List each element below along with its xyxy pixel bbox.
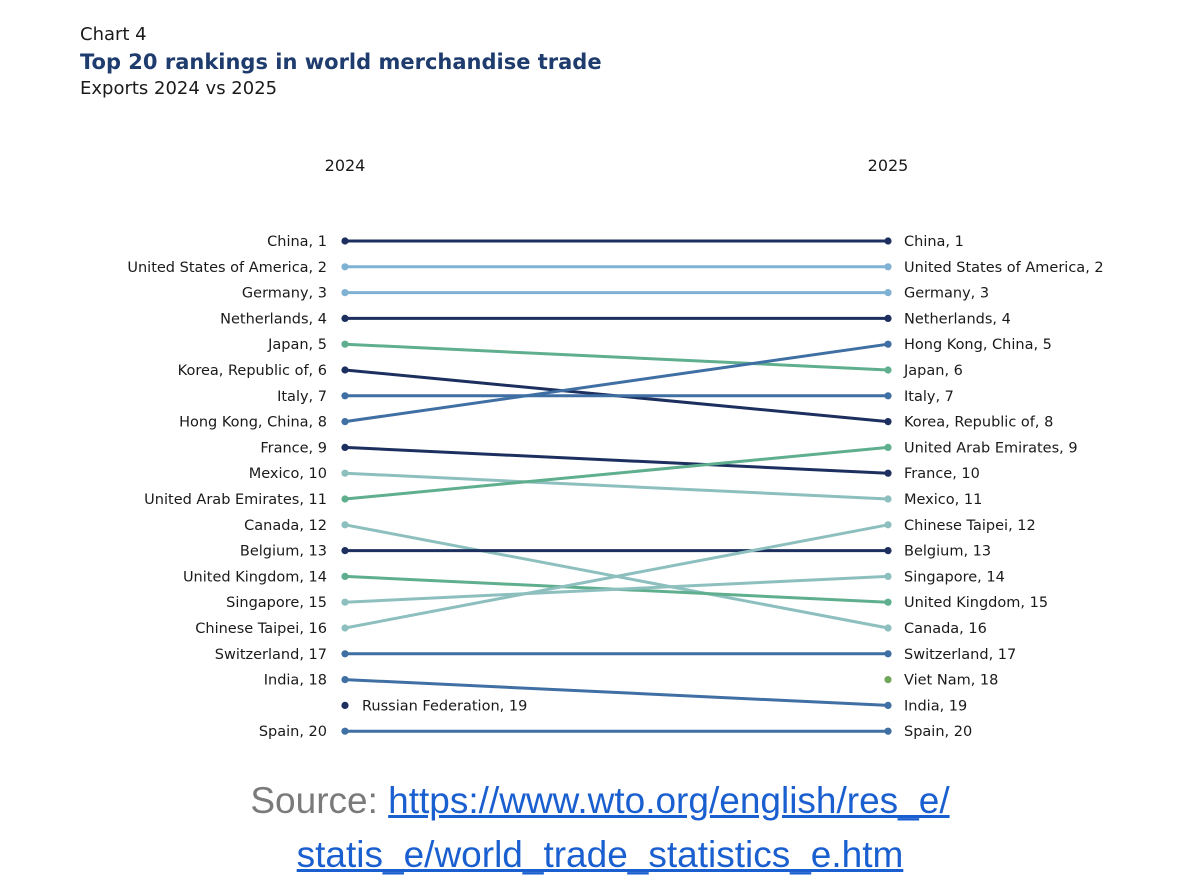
label-2025-spain: Spain, 20 [904, 724, 972, 740]
point-2025-spain [884, 727, 892, 735]
point-2024-italy [341, 392, 349, 400]
series-line-hong-kong-china [344, 342, 889, 424]
point-2024-hong-kong-china [341, 418, 349, 426]
point-2024-russian-federation [341, 701, 349, 710]
column-header-2025: 2025 [868, 156, 909, 175]
label-2024-canada: Canada, 12 [244, 518, 327, 534]
point-2024-united-arab-emirates [341, 495, 349, 503]
label-2025-italy: Italy, 7 [904, 389, 954, 405]
label-2025-france: France, 10 [904, 466, 980, 482]
point-2025-netherlands [884, 314, 892, 322]
point-2025-italy [884, 392, 892, 400]
point-2025-belgium [884, 547, 892, 555]
source-line-1: Source: https://www.wto.org/english/res_… [0, 780, 1200, 822]
chart-number: Chart 4 [80, 24, 147, 45]
point-2025-hong-kong-china [884, 340, 892, 348]
label-2024-japan: Japan, 5 [267, 337, 327, 353]
series-line-chinese-taipei [344, 523, 889, 630]
point-2025-france [884, 469, 892, 477]
label-2024-russian-federation: Russian Federation, 19 [362, 698, 527, 714]
series-line-singapore [344, 574, 889, 604]
label-2025-germany: Germany, 3 [904, 286, 989, 302]
label-2025-china: China, 1 [904, 234, 964, 250]
column-header-2024: 2024 [325, 156, 366, 175]
point-2024-japan [341, 340, 349, 348]
point-2024-chinese-taipei [341, 624, 349, 632]
point-2025-switzerland [884, 650, 892, 658]
label-2025-belgium: Belgium, 13 [904, 544, 991, 560]
chart-subtitle: Exports 2024 vs 2025 [80, 78, 278, 99]
point-2025-united-kingdom [884, 598, 892, 606]
point-2024-spain [341, 727, 349, 735]
label-2025-united-states-of-america: United States of America, 2 [904, 260, 1104, 276]
point-2025-canada [884, 624, 892, 632]
point-2025-india [884, 701, 892, 710]
point-2025-united-states-of-america [884, 263, 892, 271]
point-2024-france [341, 443, 349, 451]
point-2024-switzerland [341, 650, 349, 658]
series-line-united-arab-emirates [344, 445, 889, 501]
point-2025-korea-republic-of [884, 418, 892, 426]
label-2024-switzerland: Switzerland, 17 [215, 647, 327, 663]
label-2025-singapore: Singapore, 14 [904, 569, 1005, 585]
label-2024-china: China, 1 [267, 234, 327, 250]
label-2024-netherlands: Netherlands, 4 [220, 311, 327, 327]
label-2025-canada: Canada, 16 [904, 621, 987, 637]
source-link-part-2[interactable]: statis_e/world_trade_statistics_e.htm [296, 834, 904, 875]
label-2024-united-arab-emirates: United Arab Emirates, 11 [144, 492, 327, 508]
point-2025-singapore [884, 572, 892, 581]
series-line-japan [344, 342, 889, 372]
series-line-mexico [344, 471, 889, 501]
point-2024-korea-republic-of [341, 366, 349, 374]
label-2025-mexico: Mexico, 11 [904, 492, 982, 508]
label-2024-korea-republic-of: Korea, Republic of, 6 [178, 363, 327, 379]
source-line-2: statis_e/world_trade_statistics_e.htm [0, 834, 1200, 876]
label-2025-viet-nam: Viet Nam, 18 [904, 673, 998, 689]
point-2025-viet-nam [884, 676, 892, 684]
label-2025-switzerland: Switzerland, 17 [904, 647, 1016, 663]
label-2024-spain: Spain, 20 [259, 724, 327, 740]
series-line-india [344, 678, 889, 707]
label-2025-korea-republic-of: Korea, Republic of, 8 [904, 415, 1053, 431]
label-2024-belgium: Belgium, 13 [240, 544, 327, 560]
label-2024-germany: Germany, 3 [242, 286, 327, 302]
label-2025-japan: Japan, 6 [903, 363, 963, 379]
point-2024-canada [341, 521, 349, 529]
label-2024-united-states-of-america: United States of America, 2 [127, 260, 327, 276]
chart-title: Top 20 rankings in world merchandise tra… [80, 50, 602, 74]
point-2025-chinese-taipei [884, 521, 892, 529]
source-link-part-1[interactable]: https://www.wto.org/english/res_e/ [388, 780, 950, 821]
point-2025-japan [884, 366, 892, 374]
label-2024-singapore: Singapore, 15 [226, 595, 327, 611]
label-2025-hong-kong-china: Hong Kong, China, 5 [904, 337, 1052, 353]
label-2024-united-kingdom: United Kingdom, 14 [183, 569, 327, 585]
label-2025-netherlands: Netherlands, 4 [904, 311, 1011, 327]
point-2024-united-kingdom [341, 572, 349, 581]
label-2024-chinese-taipei: Chinese Taipei, 16 [195, 621, 327, 637]
point-2025-germany [884, 289, 892, 297]
point-2024-china [341, 237, 349, 245]
label-2025-chinese-taipei: Chinese Taipei, 12 [904, 518, 1036, 534]
slope-chart: 2024 2025 China, 1 China, 1 United States of… [127, 156, 1104, 740]
point-2024-singapore [341, 598, 349, 606]
label-2025-united-kingdom: United Kingdom, 15 [904, 595, 1048, 611]
label-2024-italy: Italy, 7 [277, 389, 327, 405]
label-2025-united-arab-emirates: United Arab Emirates, 9 [904, 440, 1078, 456]
point-2024-germany [341, 289, 349, 297]
point-2024-united-states-of-america [341, 263, 349, 271]
label-2024-india: India, 18 [264, 673, 327, 689]
point-2025-china [884, 237, 892, 245]
label-2024-hong-kong-china: Hong Kong, China, 8 [179, 415, 327, 431]
point-2024-netherlands [341, 314, 349, 322]
label-2024-france: France, 9 [260, 440, 327, 456]
point-2024-mexico [341, 469, 349, 477]
label-2025-india: India, 19 [904, 698, 967, 714]
label-2024-mexico: Mexico, 10 [249, 466, 327, 482]
point-2024-india [341, 676, 349, 684]
series-line-france [344, 445, 889, 475]
point-2025-united-arab-emirates [884, 443, 892, 451]
point-2025-mexico [884, 495, 892, 503]
point-2024-belgium [341, 547, 349, 555]
source-label: Source: [250, 780, 389, 821]
